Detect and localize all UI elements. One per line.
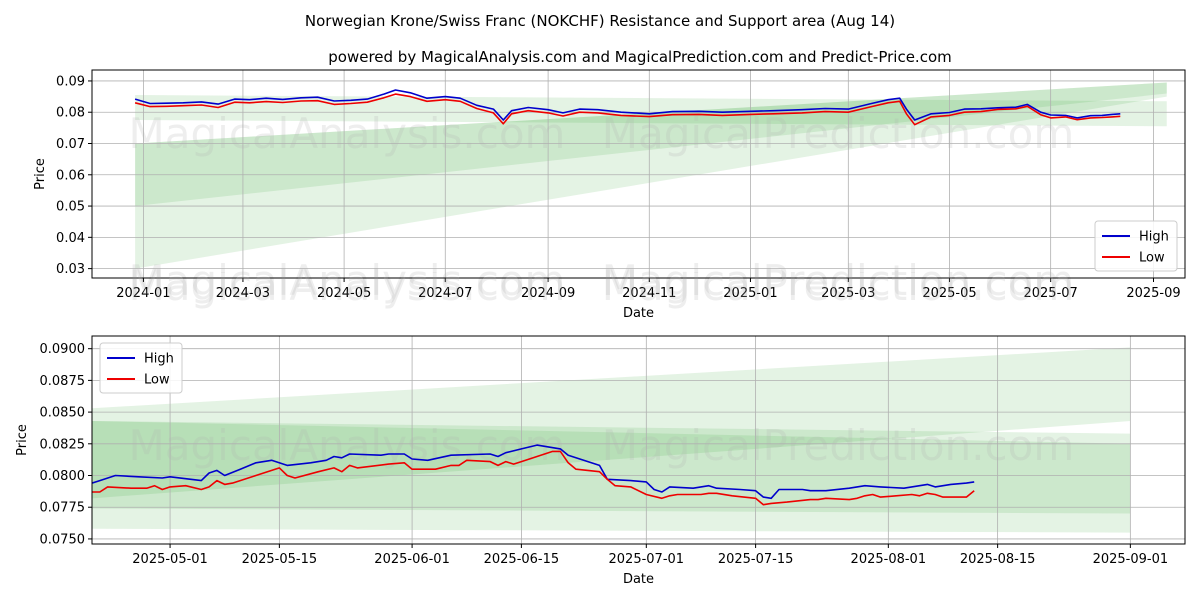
y-tick-label: 0.07 [56, 137, 85, 152]
y-axis-label: Price [33, 158, 48, 190]
series-lines [92, 444, 975, 506]
watermark: MagicalPrediction.com [602, 109, 1075, 158]
y-tick-label: 0.0750 [40, 532, 86, 547]
watermark: MagicalAnalysis.com [129, 256, 566, 305]
legend-label-high: High [1139, 230, 1169, 245]
watermark: MagicalPrediction.com [602, 261, 1075, 310]
y-tick-label: 0.05 [56, 200, 85, 215]
watermark: MagicalAnalysis.com [129, 109, 566, 158]
x-tick-label: 2025-05 [922, 286, 976, 301]
watermark: MagicalAnalysis.com [129, 421, 566, 470]
x-tick-label: 2024-05 [317, 286, 371, 301]
x-tick-label: 2025-05-01 [132, 552, 208, 567]
y-tick-label: 0.09 [56, 74, 85, 89]
series-line-high [92, 444, 975, 500]
chart-subtitle: powered by MagicalAnalysis.com and Magic… [328, 48, 952, 66]
y-axis-label: Price [15, 424, 30, 456]
legend-box [99, 342, 183, 394]
legend-label-high: High [144, 352, 174, 367]
y-tick-label: 0.0800 [40, 469, 86, 484]
x-tick-label: 2025-07-01 [609, 552, 685, 567]
y-tick-label: 0.0900 [40, 342, 86, 357]
legend-box [1094, 220, 1178, 272]
band-area-1 [92, 347, 1131, 499]
x-tick-label: 2025-09 [1126, 286, 1180, 301]
x-tick-label: 2025-08-01 [851, 552, 927, 567]
x-tick-label: 2025-07 [1023, 286, 1077, 301]
y-tick-label: 0.08 [56, 106, 85, 121]
y-tick-label: 0.0775 [40, 501, 86, 516]
y-tick-label: 0.0875 [40, 374, 86, 389]
x-tick-label: 2025-08-15 [960, 552, 1036, 567]
band-area-0 [92, 420, 1131, 533]
y-tick-label: 0.04 [56, 231, 85, 246]
grid [92, 336, 1185, 544]
series-line-low [92, 450, 975, 506]
x-tick-label: 2024-07 [418, 286, 472, 301]
x-axis-label: Date [623, 572, 654, 587]
y-tick-label: 0.03 [56, 262, 85, 277]
x-tick-label: 2024-11 [622, 286, 676, 301]
x-tick-label: 2025-01 [723, 286, 777, 301]
x-tick-label: 2025-05-15 [242, 552, 318, 567]
x-tick-label: 2024-09 [521, 286, 575, 301]
legend-label-low: Low [144, 373, 170, 388]
plot-frame [91, 69, 1186, 279]
x-tick-label: 2024-01 [116, 286, 170, 301]
series-line-high [134, 89, 1121, 121]
top-panel: MagicalAnalysis.comMagicalAnalysis.comMa… [33, 69, 1186, 321]
y-tick-label: 0.0825 [40, 437, 86, 452]
y-tick-label: 0.0850 [40, 406, 86, 421]
series-lines [134, 89, 1121, 126]
legend: High Low [1094, 220, 1178, 272]
x-tick-label: 2025-03 [821, 286, 875, 301]
legend: High Low [99, 342, 183, 394]
bottom-panel: MagicalAnalysis.com MagicalAnalysis.com Ma… [15, 261, 1186, 587]
chart-title: Norwegian Krone/Swiss Franc (NOKCHF) Res… [305, 12, 895, 30]
x-tick-label: 2025-06-15 [484, 552, 560, 567]
y-tick-label: 0.06 [56, 168, 85, 183]
grid [92, 70, 1185, 278]
plot-frame [91, 335, 1186, 545]
x-tick-label: 2025-07-15 [718, 552, 794, 567]
watermark: MagicalAnalysis.com [129, 261, 566, 310]
legend-label-low: Low [1139, 251, 1165, 266]
watermark: MagicalPrediction.com [602, 256, 1075, 305]
band-area-1 [135, 82, 1167, 269]
x-tick-label: 2024-03 [216, 286, 270, 301]
band-area-0 [135, 95, 1167, 127]
watermark: MagicalPrediction.com [602, 421, 1075, 470]
x-tick-label: 2025-06-01 [374, 552, 450, 567]
x-tick-label: 2025-09-01 [1093, 552, 1169, 567]
series-line-low [134, 93, 1121, 126]
x-axis-label: Date [623, 306, 654, 321]
